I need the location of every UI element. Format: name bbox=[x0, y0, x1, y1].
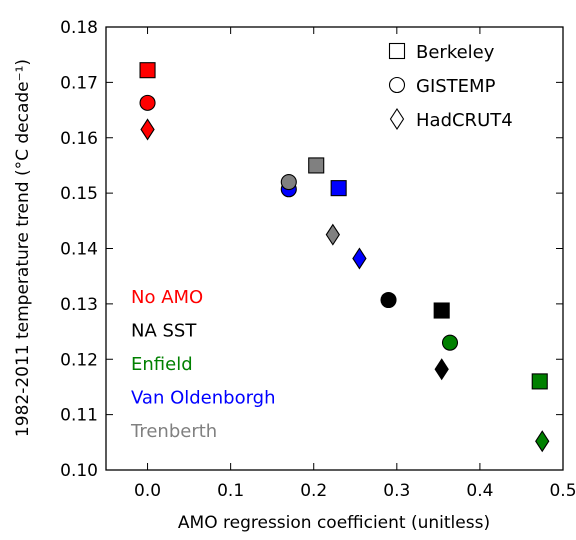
y-tick-label: 0.15 bbox=[60, 184, 98, 204]
y-tick-label: 0.10 bbox=[60, 461, 98, 481]
x-tick-label: 0.1 bbox=[217, 481, 244, 501]
data-point bbox=[531, 373, 548, 390]
data-point bbox=[380, 291, 397, 309]
data-point bbox=[280, 174, 297, 191]
x-axis-label: AMO regression coefficient (unitless) bbox=[178, 513, 490, 533]
data-point bbox=[325, 223, 340, 246]
color-legend: No AMO NA SST Enfield Van Oldenborgh Trenber… bbox=[130, 287, 276, 442]
data-point bbox=[434, 358, 449, 381]
data-point bbox=[140, 118, 155, 141]
data-point bbox=[352, 247, 367, 270]
legend-marker-circle bbox=[388, 76, 406, 94]
data-point bbox=[330, 180, 347, 197]
y-tick-label: 0.16 bbox=[60, 129, 98, 149]
color-legend-label: No AMO bbox=[131, 287, 203, 308]
y-tick-label: 0.13 bbox=[60, 295, 98, 315]
legend-label: Berkeley bbox=[416, 42, 495, 63]
y-tick-label: 0.14 bbox=[60, 240, 98, 260]
y-tick-label: 0.12 bbox=[60, 350, 98, 370]
legend-label: GISTEMP bbox=[416, 76, 496, 97]
x-axis-ticks: 0.0 0.1 0.2 0.3 0.4 0.5 bbox=[134, 27, 576, 501]
marker-legend: Berkeley GISTEMP HadCRUT4 bbox=[388, 42, 513, 131]
legend-marker-diamond bbox=[389, 107, 405, 131]
data-point bbox=[139, 94, 156, 111]
y-tick-label: 0.18 bbox=[60, 18, 98, 38]
color-legend-label: Trenberth bbox=[130, 421, 217, 442]
legend-marker-square bbox=[388, 42, 406, 60]
y-axis-label: 1982-2011 temperature trend (°C decade⁻¹… bbox=[13, 59, 33, 437]
color-legend-label: Van Oldenborgh bbox=[131, 388, 276, 409]
data-point bbox=[308, 157, 325, 174]
y-tick-label: 0.11 bbox=[60, 406, 98, 426]
x-tick-label: 0.0 bbox=[134, 481, 161, 501]
color-legend-label: Enfield bbox=[131, 354, 193, 375]
x-tick-label: 0.5 bbox=[549, 481, 576, 501]
legend-label: HadCRUT4 bbox=[416, 110, 513, 131]
x-tick-label: 0.3 bbox=[383, 481, 410, 501]
chart-marks bbox=[139, 62, 550, 453]
data-point bbox=[139, 62, 156, 79]
x-tick-label: 0.2 bbox=[300, 481, 327, 501]
y-axis-ticks: 0.10 0.11 0.12 0.13 0.14 0.15 0.16 0.17 0.18 bbox=[60, 18, 563, 481]
color-legend-label: NA SST bbox=[131, 321, 197, 342]
data-point bbox=[433, 302, 450, 319]
x-tick-label: 0.4 bbox=[466, 481, 493, 501]
y-tick-label: 0.17 bbox=[60, 73, 98, 93]
data-point bbox=[535, 430, 550, 453]
data-point bbox=[441, 334, 459, 351]
